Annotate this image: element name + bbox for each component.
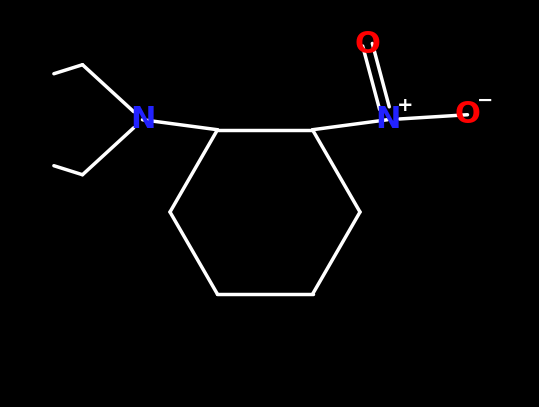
Text: −: −	[478, 91, 494, 110]
Text: O: O	[355, 30, 381, 59]
Text: +: +	[397, 96, 414, 115]
Text: N: N	[130, 105, 155, 134]
Text: N: N	[375, 105, 400, 134]
Text: O: O	[454, 100, 480, 129]
